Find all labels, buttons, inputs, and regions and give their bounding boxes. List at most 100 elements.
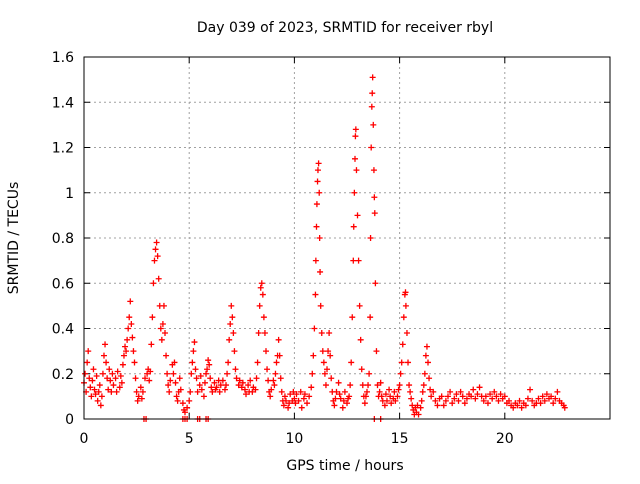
- data-point: [399, 341, 406, 348]
- data-point: [316, 235, 323, 241]
- data-point: [352, 126, 359, 133]
- data-point: [322, 382, 329, 389]
- data-point: [365, 382, 372, 389]
- data-point: [190, 348, 197, 355]
- data-point: [312, 257, 319, 264]
- data-point: [148, 341, 155, 348]
- data-point: [271, 382, 278, 389]
- data-point: [298, 404, 305, 411]
- data-point: [332, 395, 339, 402]
- data-point: [209, 388, 216, 395]
- data-point: [351, 155, 358, 162]
- data-point: [463, 395, 470, 402]
- data-point: [229, 314, 236, 321]
- data-point: [430, 388, 437, 395]
- data-point: [120, 352, 127, 359]
- data-point: [295, 397, 302, 404]
- data-point: [84, 359, 91, 366]
- data-point: [383, 397, 390, 404]
- data-point: [153, 239, 160, 246]
- grid: [84, 57, 610, 419]
- data-point: [144, 370, 151, 377]
- data-point: [225, 359, 232, 366]
- data-point: [287, 391, 294, 398]
- data-point: [92, 391, 99, 398]
- data-point: [455, 397, 462, 404]
- data-point: [264, 366, 271, 373]
- data-point: [122, 343, 129, 350]
- data-point: [200, 393, 207, 400]
- data-point: [506, 397, 513, 404]
- data-point: [208, 384, 215, 391]
- data-point: [320, 359, 327, 366]
- data-point: [167, 377, 174, 384]
- data-point: [273, 359, 280, 366]
- data-point: [306, 393, 313, 400]
- data-point: [99, 370, 106, 377]
- data-point: [482, 393, 489, 400]
- data-point: [91, 386, 98, 393]
- data-point: [554, 388, 561, 395]
- data-point: [267, 393, 274, 400]
- data-point: [491, 388, 498, 395]
- data-point: [395, 386, 402, 393]
- data-point: [301, 391, 308, 398]
- data-point: [339, 404, 346, 411]
- data-point: [353, 167, 360, 174]
- data-point: [98, 393, 105, 400]
- data-point: [396, 382, 403, 389]
- data-point: [260, 314, 267, 321]
- data-point: [400, 314, 407, 321]
- x-tick-label: 5: [185, 431, 194, 447]
- data-point: [386, 386, 393, 393]
- data-point: [459, 393, 466, 400]
- data-point: [328, 375, 335, 382]
- data-point: [493, 393, 500, 400]
- data-point: [369, 90, 376, 97]
- data-point: [357, 336, 364, 343]
- data-point: [397, 370, 404, 377]
- data-point: [89, 377, 96, 384]
- data-point: [374, 382, 381, 389]
- data-point: [258, 280, 265, 287]
- data-point: [363, 388, 370, 395]
- data-point: [358, 366, 365, 373]
- data-point: [157, 325, 164, 332]
- data-point: [514, 402, 521, 409]
- data-point: [420, 382, 427, 389]
- y-tick-label: 0.8: [52, 231, 74, 247]
- data-point: [422, 352, 429, 359]
- data-point: [314, 178, 321, 185]
- data-point: [388, 400, 395, 407]
- data-point: [243, 391, 250, 398]
- axis-ticks: 0 0.2 0.4 0.6 0.8 1 1.2 1.4 1.6 0 5 10 15 20: [52, 50, 610, 447]
- data-point: [272, 370, 279, 377]
- data-point: [349, 314, 356, 321]
- data-point: [341, 388, 348, 395]
- data-point: [415, 411, 422, 418]
- data-point: [480, 397, 487, 404]
- data-point: [158, 336, 165, 343]
- data-point: [304, 400, 311, 407]
- data-point: [495, 397, 502, 404]
- data-point: [425, 359, 432, 366]
- data-point: [278, 388, 285, 395]
- data-point: [231, 348, 238, 355]
- data-point: [451, 395, 458, 402]
- data-point: [347, 382, 354, 389]
- data-point: [150, 280, 157, 287]
- data-point: [340, 397, 347, 404]
- data-point: [321, 370, 328, 377]
- data-point: [104, 375, 111, 382]
- data-point: [176, 375, 183, 382]
- data-point: [179, 400, 186, 407]
- data-point: [537, 400, 544, 407]
- data-point: [198, 386, 205, 393]
- data-point: [457, 388, 464, 395]
- data-point: [362, 393, 369, 400]
- data-point: [170, 370, 177, 377]
- data-point: [127, 298, 134, 305]
- data-point: [211, 379, 218, 386]
- data-point: [194, 388, 201, 395]
- y-tick-label: 1.6: [52, 50, 74, 66]
